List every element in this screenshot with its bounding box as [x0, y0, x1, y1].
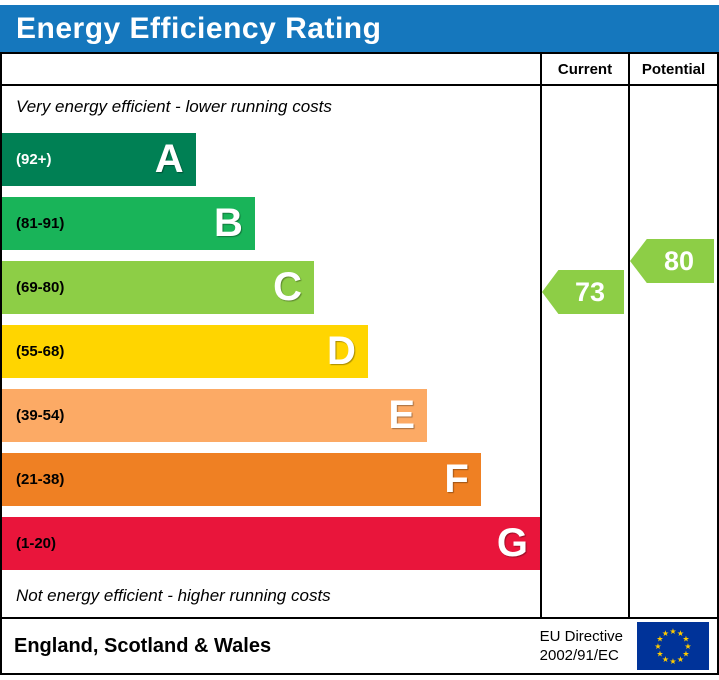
band-g-range-label: (1-20)	[16, 535, 57, 552]
svg-text:★: ★	[677, 655, 684, 664]
band-d-letter: D	[326, 329, 356, 373]
potential-column: 80	[628, 86, 717, 617]
band-row-b: (81-91) B	[2, 197, 540, 250]
svg-text:★: ★	[654, 642, 661, 651]
current-column-header: Current	[540, 54, 628, 86]
band-b-range-label: (81-91)	[16, 215, 65, 232]
title-bar: Energy Efficiency Rating	[0, 5, 719, 52]
eu-directive-line2: 2002/91/EC	[539, 647, 619, 664]
band-row-e: (39-54) E	[2, 389, 540, 442]
top-note: Very energy efficient - lower running co…	[16, 97, 332, 116]
bands-column: Very energy efficient - lower running co…	[2, 86, 540, 617]
page-title: Energy Efficiency Rating	[16, 11, 382, 45]
band-d-range-label: (55-68)	[16, 343, 65, 360]
band-e-range-label: (39-54)	[16, 407, 65, 424]
band-c-bar: (69-80) C	[2, 261, 315, 314]
potential-rating-arrow: 80	[630, 239, 714, 283]
eu-directive-label: EU Directive 2002/91/EC	[540, 627, 623, 665]
band-a-bar: (92+) A	[2, 133, 196, 186]
band-c-range-label: (69-80)	[16, 279, 65, 296]
band-e-letter: E	[388, 393, 416, 437]
band-f-bar: (21-38) F	[2, 453, 481, 506]
footer: England, Scotland & Wales EU Directive 2…	[2, 617, 717, 673]
svg-text:★: ★	[662, 629, 669, 638]
svg-text:★: ★	[669, 627, 676, 636]
current-rating-value: 73	[574, 276, 606, 307]
eu-directive-line1: EU Directive	[539, 628, 623, 645]
svg-text:★: ★	[677, 629, 684, 638]
rating-chart: Current Potential Very energy efficient …	[0, 52, 719, 675]
epc-energy-efficiency-rating: Energy Efficiency Rating Current Potenti…	[0, 5, 719, 680]
band-b-bar: (81-91) B	[2, 197, 255, 250]
bottom-note: Not energy efficient - higher running co…	[16, 586, 331, 605]
potential-column-header: Potential	[628, 54, 717, 86]
svg-text:★: ★	[662, 655, 669, 664]
potential-rating-value: 80	[663, 245, 695, 276]
band-row-f: (21-38) F	[2, 453, 540, 506]
band-row-c: (69-80) C	[2, 261, 540, 314]
band-g-bar: (1-20) G	[2, 517, 540, 570]
band-e-bar: (39-54) E	[2, 389, 428, 442]
svg-text:★: ★	[656, 635, 663, 644]
band-b-letter: B	[213, 201, 243, 245]
eu-flag-icon: ★ ★ ★ ★ ★ ★ ★ ★ ★ ★ ★ ★	[637, 622, 709, 670]
band-row-d: (55-68) D	[2, 325, 540, 378]
band-row-g: (1-20) G	[2, 517, 540, 570]
footer-region-label: England, Scotland & Wales	[14, 634, 272, 657]
band-c-letter: C	[273, 265, 303, 309]
svg-text:★: ★	[684, 642, 691, 651]
band-f-range-label: (21-38)	[16, 471, 65, 488]
band-a-letter: A	[154, 137, 184, 181]
svg-text:★: ★	[669, 657, 676, 666]
band-a-range-label: (92+)	[16, 151, 52, 168]
band-row-a: (92+) A	[2, 133, 540, 186]
rating-table: Current Potential Very energy efficient …	[2, 54, 717, 617]
current-column: 73	[540, 86, 628, 617]
svg-text:★: ★	[682, 650, 689, 659]
band-d-bar: (55-68) D	[2, 325, 368, 378]
main-column-header	[2, 54, 540, 86]
band-g-letter: G	[496, 521, 528, 565]
band-f-letter: F	[444, 457, 469, 501]
svg-text:★: ★	[682, 635, 689, 644]
current-rating-arrow: 73	[542, 270, 624, 314]
svg-text:★: ★	[656, 650, 663, 659]
